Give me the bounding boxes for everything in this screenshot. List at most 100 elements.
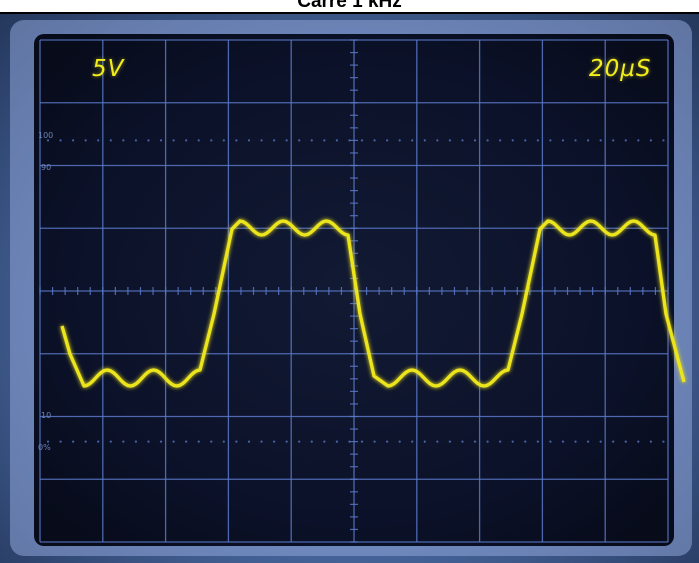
graticule-dot bbox=[423, 440, 426, 443]
graticule-dot bbox=[373, 139, 376, 142]
graticule-dot bbox=[272, 139, 276, 142]
graticule-dot bbox=[197, 440, 200, 443]
graticule-dot bbox=[323, 440, 326, 443]
graticule-dot bbox=[222, 440, 225, 443]
oscilloscope-screen bbox=[10, 20, 692, 556]
graticule-dot bbox=[662, 440, 665, 443]
graticule-dot bbox=[586, 440, 590, 443]
graticule-dot bbox=[235, 139, 238, 142]
graticule-dot bbox=[499, 440, 502, 443]
graticule-dot bbox=[360, 139, 364, 142]
graticule-dot bbox=[398, 440, 401, 443]
scale-mark-0-percent: 0% bbox=[38, 443, 51, 452]
graticule-dot bbox=[473, 440, 477, 443]
graticule-dot bbox=[84, 440, 87, 443]
volts-per-div-readout: 5V bbox=[92, 56, 125, 82]
graticule-dot bbox=[310, 139, 313, 142]
graticule-dot bbox=[122, 440, 125, 443]
graticule-dot bbox=[159, 139, 163, 142]
scale-mark-100: 100 bbox=[38, 131, 54, 140]
graticule-dot bbox=[197, 139, 200, 142]
graticule-dot bbox=[285, 440, 288, 443]
graticule-dot bbox=[411, 440, 414, 443]
graticule-dot bbox=[637, 440, 640, 443]
graticule-dot bbox=[436, 440, 439, 443]
graticule-dotted-lines bbox=[46, 139, 665, 443]
graticule-dot bbox=[599, 440, 602, 443]
graticule-dot bbox=[473, 139, 477, 142]
graticule-dot bbox=[122, 139, 125, 142]
graticule-dot bbox=[72, 139, 75, 142]
graticule-dot bbox=[586, 139, 590, 142]
graticule-dot bbox=[436, 139, 439, 142]
graticule-dot bbox=[348, 440, 351, 443]
graticule-dot bbox=[147, 440, 150, 443]
graticule-dot bbox=[134, 139, 138, 142]
graticule-dot bbox=[549, 139, 552, 142]
graticule-dot bbox=[46, 139, 50, 142]
graticule-dot bbox=[461, 440, 464, 443]
graticule-dot bbox=[574, 139, 577, 142]
graticule-dot bbox=[612, 139, 615, 142]
graticule-dot bbox=[486, 440, 489, 443]
graticule-dot bbox=[662, 139, 665, 142]
graticule-dot bbox=[298, 139, 301, 142]
graticule bbox=[39, 39, 669, 543]
graticule-dot bbox=[298, 440, 301, 443]
graticule-dot bbox=[649, 139, 652, 142]
page-title: Carré 1 kHz bbox=[297, 0, 402, 12]
waveform-trace bbox=[60, 219, 686, 388]
graticule-dot bbox=[448, 440, 452, 443]
graticule-dot bbox=[97, 139, 100, 142]
graticule-dot bbox=[624, 440, 627, 443]
graticule-dot bbox=[360, 440, 364, 443]
graticule-dot bbox=[536, 440, 539, 443]
graticule-dot bbox=[411, 139, 414, 142]
graticule-dot bbox=[524, 139, 527, 142]
page-title-strip: Carré 1 kHz bbox=[0, 0, 699, 12]
graticule-dot bbox=[386, 139, 389, 142]
graticule-dot bbox=[549, 440, 552, 443]
graticule-dot bbox=[59, 440, 62, 443]
graticule-dot bbox=[272, 440, 276, 443]
graticule-dot bbox=[172, 139, 175, 142]
graticule-dot bbox=[97, 440, 100, 443]
graticule-dot bbox=[134, 440, 138, 443]
graticule-dot bbox=[247, 139, 251, 142]
graticule-dot bbox=[536, 139, 539, 142]
graticule-dot bbox=[599, 139, 602, 142]
graticule-dot bbox=[260, 139, 263, 142]
graticule-dot bbox=[235, 440, 238, 443]
graticule-dot bbox=[624, 139, 627, 142]
graticule-dot bbox=[486, 139, 489, 142]
graticule-dot bbox=[448, 139, 452, 142]
graticule-dot bbox=[285, 139, 288, 142]
graticule-dot bbox=[511, 440, 514, 443]
graticule-dot bbox=[210, 139, 213, 142]
scale-mark-90: 90 bbox=[41, 163, 52, 172]
graticule-dot bbox=[147, 139, 150, 142]
graticule-dot bbox=[222, 139, 225, 142]
graticule-dot bbox=[185, 139, 188, 142]
time-per-div-readout: 20µS bbox=[589, 56, 652, 82]
graticule-dot bbox=[637, 139, 640, 142]
scale-mark-10: 10 bbox=[41, 411, 52, 420]
graticule-dot bbox=[59, 139, 62, 142]
graticule-dot bbox=[649, 440, 652, 443]
graticule-dot bbox=[348, 139, 351, 142]
graticule-dot bbox=[159, 440, 163, 443]
graticule-dot bbox=[260, 440, 263, 443]
graticule-dot bbox=[109, 139, 112, 142]
graticule-dot bbox=[185, 440, 188, 443]
graticule-dot bbox=[386, 440, 389, 443]
graticule-dot bbox=[561, 440, 565, 443]
graticule-dot bbox=[247, 440, 251, 443]
graticule-dot bbox=[423, 139, 426, 142]
graticule-dot bbox=[335, 440, 338, 443]
title-rule bbox=[0, 12, 699, 14]
graticule-dot bbox=[398, 139, 401, 142]
graticule-dot bbox=[612, 440, 615, 443]
graticule-dot bbox=[210, 440, 213, 443]
graticule-dot bbox=[373, 440, 376, 443]
graticule-dot bbox=[561, 139, 565, 142]
